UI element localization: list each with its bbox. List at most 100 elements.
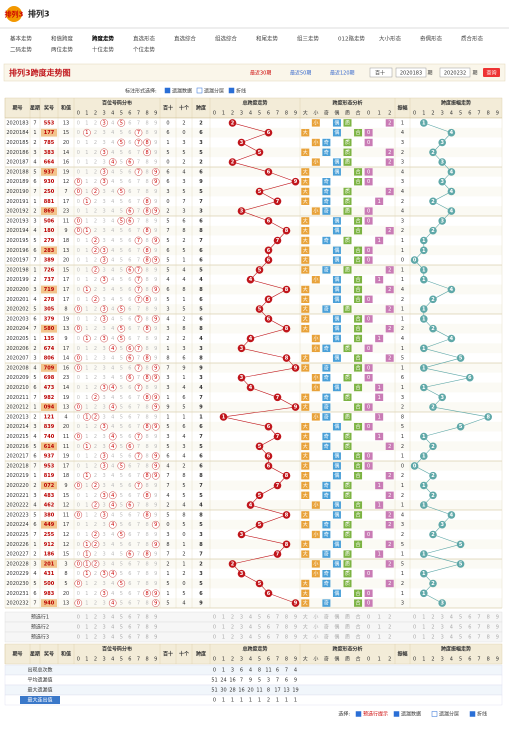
preselect-digit[interactable]: 9: [294, 635, 297, 641]
preselect-form[interactable]: 合: [356, 614, 361, 621]
preselect-digit[interactable]: 8: [487, 615, 490, 621]
preselect-digit[interactable]: 2: [231, 625, 234, 631]
preselect-digit[interactable]: 1: [85, 625, 88, 631]
input-from[interactable]: [395, 67, 427, 78]
period-link[interactable]: 最近50期: [290, 70, 311, 77]
preselect-digit[interactable]: 9: [154, 635, 157, 641]
preselect-digit[interactable]: 8: [487, 635, 490, 641]
preselect-digit[interactable]: 9: [496, 635, 499, 641]
input-to[interactable]: [439, 67, 471, 78]
preselect-digit[interactable]: 7: [477, 625, 480, 631]
preselect-digit[interactable]: 2: [431, 625, 434, 631]
preselect-digit[interactable]: 3: [240, 615, 243, 621]
preselect-digit[interactable]: 4: [450, 615, 453, 621]
preselect-digit[interactable]: 0: [213, 625, 216, 631]
preselect-digit[interactable]: 0: [77, 635, 80, 641]
preselect-digit[interactable]: 7: [137, 615, 140, 621]
preselect-digit[interactable]: 0: [213, 615, 216, 621]
preselect-digit[interactable]: 9: [154, 625, 157, 631]
nav-link[interactable]: 直选形态: [133, 35, 156, 43]
nav-link[interactable]: 跨度走势: [92, 35, 115, 43]
preselect-digit[interactable]: 3: [240, 625, 243, 631]
preselect-digit[interactable]: 6: [267, 635, 270, 641]
preselect-digit[interactable]: 6: [267, 615, 270, 621]
preselect-digit[interactable]: 1: [222, 625, 225, 631]
nav-link[interactable]: 和尾走势: [256, 35, 279, 43]
preselect-digit[interactable]: 7: [477, 615, 480, 621]
preselect-form[interactable]: 0: [367, 625, 370, 631]
preselect-digit[interactable]: 4: [249, 615, 252, 621]
checkbox[interactable]: [164, 87, 171, 94]
preselect-digit[interactable]: 1: [222, 635, 225, 641]
preselect-form[interactable]: 奇: [324, 634, 329, 641]
preselect-digit[interactable]: 1: [422, 625, 425, 631]
preselect-digit[interactable]: 3: [441, 615, 444, 621]
preselect-form[interactable]: 合: [356, 624, 361, 631]
preselect-digit[interactable]: 2: [231, 615, 234, 621]
preselect-digit[interactable]: 4: [249, 635, 252, 641]
preselect-digit[interactable]: 5: [258, 625, 261, 631]
period-link[interactable]: 最近120期: [330, 70, 355, 77]
checkbox-label[interactable]: 遗漏数据: [172, 88, 192, 95]
preselect-digit[interactable]: 1: [85, 635, 88, 641]
preselect-form[interactable]: 0: [367, 635, 370, 641]
preselect-digit[interactable]: 0: [213, 635, 216, 641]
preselect-digit[interactable]: 5: [258, 615, 261, 621]
preselect-digit[interactable]: 3: [103, 635, 106, 641]
preselect-digit[interactable]: 6: [468, 635, 471, 641]
preselect-digit[interactable]: 2: [431, 615, 434, 621]
preselect-digit[interactable]: 5: [120, 615, 123, 621]
preselect-form[interactable]: 奇: [324, 614, 329, 621]
preselect-form[interactable]: 1: [378, 615, 381, 621]
preselect-form[interactable]: 1: [378, 625, 381, 631]
nav-link[interactable]: 个位走势: [133, 46, 156, 54]
preselect-digit[interactable]: 4: [450, 625, 453, 631]
checkbox[interactable]: [228, 87, 235, 94]
checkbox-label[interactable]: 遗漏分层: [439, 711, 459, 718]
nav-link[interactable]: 基本走势: [10, 35, 33, 43]
preselect-form[interactable]: 质: [345, 634, 350, 641]
preselect-digit[interactable]: 0: [77, 615, 80, 621]
nav-link[interactable]: 质合形态: [461, 35, 484, 43]
preselect-digit[interactable]: 5: [459, 615, 462, 621]
preselect-digit[interactable]: 4: [450, 635, 453, 641]
nav-link[interactable]: 和值跨度: [51, 35, 74, 43]
preselect-digit[interactable]: 8: [146, 635, 149, 641]
preselect-form[interactable]: 大: [303, 634, 308, 641]
nav-link[interactable]: 十位走势: [92, 46, 115, 54]
nav-link[interactable]: 二码走势: [10, 46, 33, 54]
preselect-form[interactable]: 小: [313, 624, 318, 631]
button-label[interactable]: 查询: [486, 70, 496, 77]
preselect-digit[interactable]: 6: [468, 615, 471, 621]
period-link[interactable]: 最近30期: [250, 70, 271, 77]
preselect-form[interactable]: 偶: [334, 634, 339, 641]
preselect-form[interactable]: 质: [345, 624, 350, 631]
preselect-form[interactable]: 2: [388, 625, 391, 631]
checkbox-label[interactable]: 折线: [236, 88, 246, 95]
preselect-digit[interactable]: 5: [459, 635, 462, 641]
preselect-digit[interactable]: 1: [85, 615, 88, 621]
preselect-digit[interactable]: 9: [294, 625, 297, 631]
preselect-form[interactable]: 1: [378, 635, 381, 641]
preselect-digit[interactable]: 1: [422, 635, 425, 641]
preselect-digit[interactable]: 2: [94, 615, 97, 621]
checkbox-label[interactable]: 遗漏数据: [401, 711, 421, 718]
preselect-digit[interactable]: 6: [128, 625, 131, 631]
checkbox[interactable]: [393, 711, 400, 717]
preselect-digit[interactable]: 0: [413, 625, 416, 631]
preselect-digit[interactable]: 3: [240, 635, 243, 641]
preselect-digit[interactable]: 8: [146, 615, 149, 621]
preselect-digit[interactable]: 6: [128, 635, 131, 641]
nav-link[interactable]: 奇偶形态: [420, 35, 443, 43]
checkbox[interactable]: [196, 87, 203, 94]
checkbox-label[interactable]: 预选行提示: [363, 711, 388, 718]
preselect-digit[interactable]: 0: [77, 625, 80, 631]
checkbox[interactable]: [431, 711, 438, 717]
preselect-digit[interactable]: 6: [128, 615, 131, 621]
preselect-digit[interactable]: 8: [285, 615, 288, 621]
preselect-form[interactable]: 偶: [334, 624, 339, 631]
preselect-digit[interactable]: 2: [94, 635, 97, 641]
preselect-form[interactable]: 偶: [334, 614, 339, 621]
preselect-digit[interactable]: 6: [468, 625, 471, 631]
preselect-form[interactable]: 奇: [324, 624, 329, 631]
